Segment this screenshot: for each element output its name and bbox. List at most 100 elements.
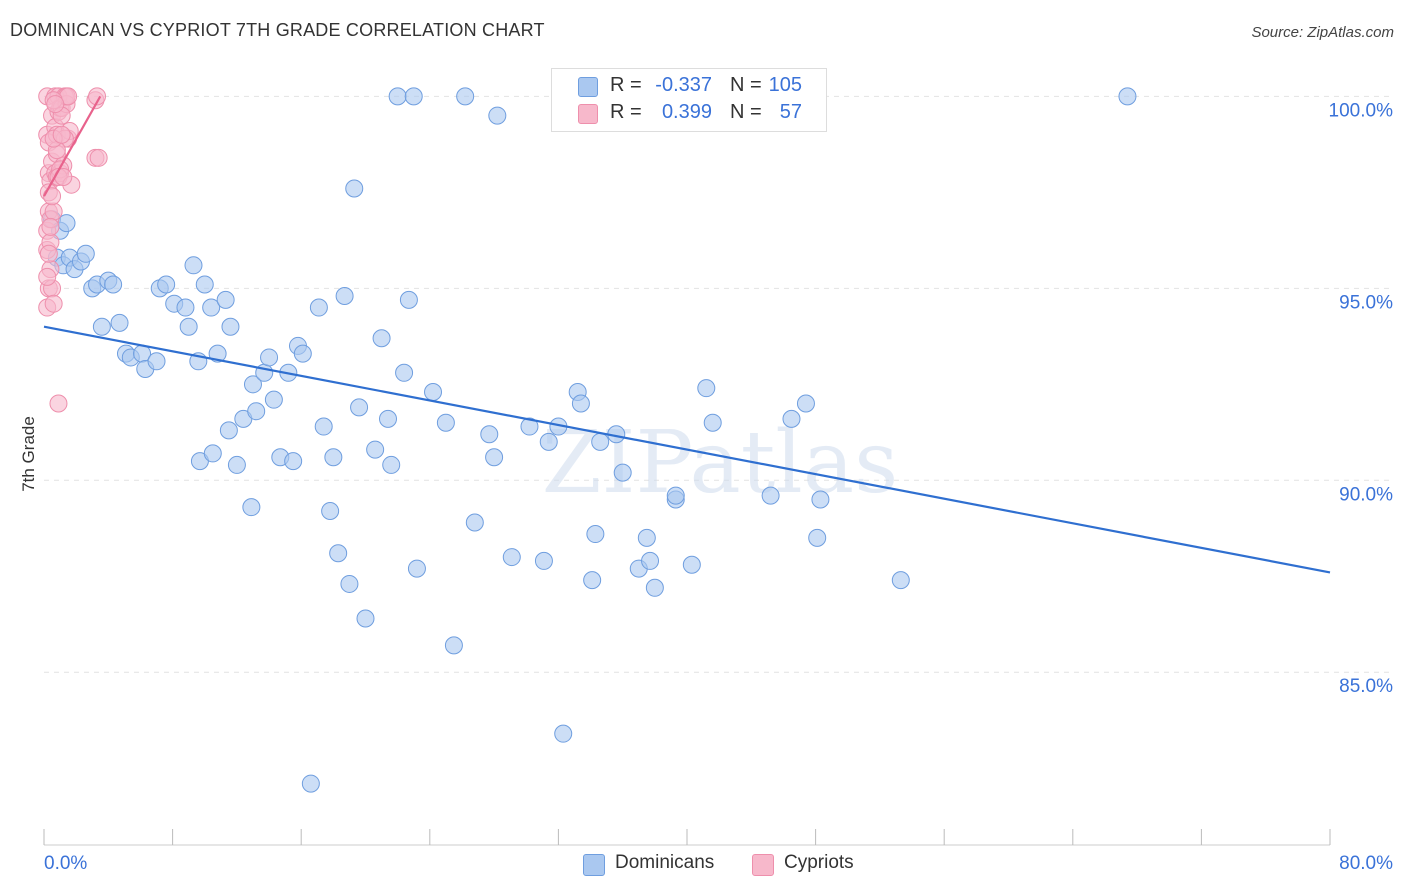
source-label: Source: ZipAtlas.com (1251, 24, 1394, 41)
data-point-dominican (147, 352, 166, 371)
data-point-dominican (110, 313, 129, 332)
data-point-dominican (203, 444, 222, 463)
data-point-dominican (465, 513, 484, 532)
x-tick-label-end: 80.0% (1339, 853, 1393, 874)
data-point-dominican (485, 448, 504, 467)
data-point-dominican (242, 498, 261, 517)
data-point-cypriot (44, 202, 63, 221)
data-point-dominican (321, 502, 340, 521)
y-tick-label: 90.0% (1339, 484, 1393, 505)
data-point-dominican (539, 432, 558, 451)
data-point-dominican (372, 329, 391, 348)
watermark: ZIPatlas (542, 413, 898, 513)
data-point-dominican (104, 275, 123, 294)
legend-n-label: N = (730, 74, 762, 96)
data-point-dominican (227, 455, 246, 474)
legend-label-cypriots: Cypriots (784, 852, 854, 873)
data-point-dominican (488, 106, 507, 125)
data-point-dominican (247, 402, 266, 421)
data-point-dominican (666, 486, 685, 505)
y-axis-label: 7th Grade (19, 416, 38, 492)
legend-row-dominicans: R = -0.337 N = 105 (552, 74, 826, 100)
data-point-dominican (682, 555, 701, 574)
data-point-dominican (216, 290, 235, 309)
data-point-dominican (796, 394, 815, 413)
data-point-dominican (350, 398, 369, 417)
data-point-dominican (502, 548, 521, 567)
legend-r-value: 0.399 (661, 101, 712, 123)
legend-swatch-blue (578, 77, 598, 97)
y-tick-label: 85.0% (1339, 676, 1393, 697)
data-point-cypriot (44, 294, 63, 313)
data-point-dominican (366, 440, 385, 459)
trend-line-cypriots (43, 95, 102, 197)
data-point-dominican (637, 528, 656, 547)
data-point-dominican (554, 724, 573, 743)
legend-n-value: 105 (768, 74, 802, 96)
y-tick-labels: 85.0% 90.0% 95.0% 100.0% (1329, 100, 1394, 697)
data-point-dominican (202, 298, 221, 317)
data-point-dominican (221, 317, 240, 336)
data-point-dominican (583, 571, 602, 590)
series-legend: Dominicans Cypriots (0, 852, 1406, 878)
data-point-dominican (586, 525, 605, 544)
data-point-dominican (571, 394, 590, 413)
data-point-dominican (534, 551, 553, 570)
data-point-dominican (340, 574, 359, 593)
x-tick-label-start: 0.0% (44, 853, 87, 874)
data-point-dominican (697, 379, 716, 398)
gridlines (44, 95, 1392, 673)
data-point-cypriot (38, 267, 57, 286)
legend-r-value: -0.337 (655, 74, 712, 96)
series-cypriots (38, 87, 108, 413)
data-point-dominican (284, 452, 303, 471)
data-point-dominican (407, 559, 426, 578)
data-point-dominican (314, 417, 333, 436)
data-point-dominican (436, 413, 455, 432)
data-point-dominican (388, 87, 407, 106)
data-point-dominican (345, 179, 364, 198)
y-tick-label: 95.0% (1339, 292, 1393, 313)
data-point-dominican (309, 298, 328, 317)
data-point-dominican (324, 448, 343, 467)
data-point-dominican (301, 774, 320, 793)
legend-swatch-pink (578, 104, 598, 124)
data-point-dominican (264, 390, 283, 409)
data-point-dominican (591, 432, 610, 451)
data-point-dominican (76, 244, 95, 263)
data-point-dominican (641, 551, 660, 570)
data-point-cypriot (52, 125, 71, 144)
data-point-dominican (335, 287, 354, 306)
data-point-dominican (219, 421, 238, 440)
legend-r-label: R = (610, 74, 642, 96)
data-point-dominican (782, 409, 801, 428)
data-point-dominican (444, 636, 463, 655)
data-point-dominican (703, 413, 722, 432)
data-point-cypriot (43, 187, 62, 206)
data-point-cypriot (39, 244, 58, 263)
data-point-dominican (356, 609, 375, 628)
data-point-dominican (382, 455, 401, 474)
data-point-dominican (379, 409, 398, 428)
data-point-cypriot (49, 394, 68, 413)
data-point-dominican (157, 275, 176, 294)
data-point-cypriot (46, 95, 65, 114)
data-point-dominican (92, 317, 111, 336)
data-point-dominican (480, 425, 499, 444)
data-point-dominican (293, 344, 312, 363)
data-point-dominican (645, 578, 664, 597)
data-point-dominican (260, 348, 279, 367)
data-point-dominican (520, 417, 539, 436)
data-point-dominican (395, 363, 414, 382)
data-point-cypriot (88, 87, 107, 106)
legend-swatch-dominicans (583, 854, 605, 876)
trend-lines (43, 95, 1331, 574)
data-point-dominican (613, 463, 632, 482)
data-point-dominican (808, 528, 827, 547)
data-point-dominican (1118, 87, 1137, 106)
data-point-cypriot (41, 217, 60, 236)
legend-swatch-cypriots (752, 854, 774, 876)
correlation-legend: R = -0.337 N = 105 R = 0.399 N = 57 (551, 68, 827, 132)
data-point-dominican (404, 87, 423, 106)
